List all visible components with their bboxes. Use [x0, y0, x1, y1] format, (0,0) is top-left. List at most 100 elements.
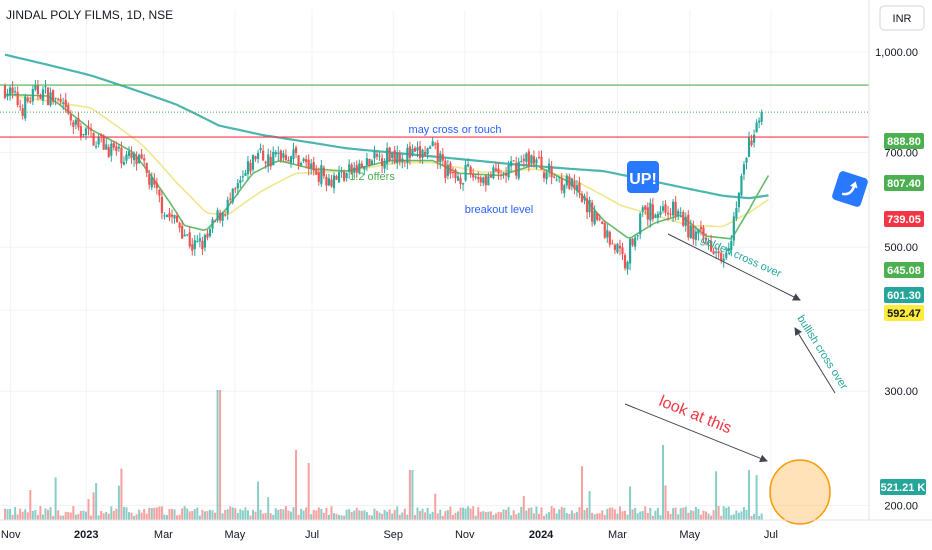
volume-bar [603, 514, 606, 520]
candle-body [332, 175, 336, 189]
volume-bar [388, 509, 391, 520]
candle-body [198, 238, 201, 242]
volume-bar [47, 509, 50, 520]
ma-short-tag-text: 645.08 [887, 265, 921, 277]
ma-mid-tag [884, 305, 924, 321]
volume-bar [252, 509, 255, 520]
volume-bar [95, 483, 98, 520]
volume-bar [687, 512, 690, 520]
volume-bar [722, 506, 725, 520]
candle-body [325, 176, 328, 186]
volume-bar [669, 514, 672, 520]
candle-body [358, 163, 361, 174]
candle-body [406, 148, 409, 163]
candle-body [320, 165, 323, 185]
volume-bar [300, 508, 303, 520]
volume-bar [580, 466, 583, 520]
volume-bar [234, 508, 237, 520]
volume-bar [659, 515, 662, 520]
candle-body [34, 84, 37, 90]
volume-bar [77, 514, 80, 520]
volume-bar [282, 509, 285, 520]
x-tick-label: Nov [455, 529, 475, 541]
volume-bar [522, 495, 525, 520]
candle-body [246, 161, 250, 175]
x-tick-label: May [224, 529, 245, 541]
candle-body [155, 182, 158, 189]
volume-bar [641, 511, 644, 520]
volume-bar [702, 510, 705, 520]
one-two-offers-label: 1:2 offers [349, 171, 395, 183]
volume-bar [41, 514, 44, 520]
volume-bar [512, 510, 515, 520]
candle-body [499, 175, 503, 177]
candle-body [707, 241, 710, 243]
volume-bar [206, 511, 209, 520]
volume-bar [598, 513, 601, 520]
candle-body [143, 158, 146, 161]
candle-body [145, 162, 148, 173]
volume-bar [381, 513, 384, 520]
candle-body [467, 164, 470, 167]
currency-button[interactable] [879, 5, 925, 31]
candle-body [224, 214, 227, 216]
volume-bar [224, 509, 227, 520]
candle-body [697, 229, 700, 234]
candle-body [256, 152, 260, 159]
volume-bar [310, 514, 313, 520]
volume-bar [107, 513, 110, 520]
volume-bar [510, 515, 513, 520]
volume-bar [586, 507, 589, 520]
candle-body [550, 166, 553, 178]
volume-bar [148, 507, 151, 520]
volume-bar [715, 471, 718, 520]
candle-body [284, 155, 288, 160]
candle-body [702, 227, 705, 237]
chart-title: JINDAL POLY FILMS, 1D, NSE [6, 8, 173, 22]
volume-bar [322, 512, 325, 520]
volume-bar [532, 513, 535, 520]
time-axis[interactable]: Nov 2023 Mar May Jul Sep Nov 2024 Mar May Jul [0, 519, 932, 541]
volume-bar [84, 511, 87, 520]
volume-bar [72, 506, 75, 520]
candle-body [649, 202, 652, 221]
volume-bar [419, 510, 422, 520]
candle-body [388, 147, 391, 161]
volume-bar [295, 450, 298, 520]
candle-body [115, 146, 118, 152]
candle-body [758, 120, 761, 123]
candle-body [335, 176, 338, 180]
volume-bar [317, 507, 320, 520]
volume-bar [661, 445, 664, 520]
candle-body [418, 146, 422, 159]
candle-body [11, 87, 14, 93]
candle-body [117, 146, 120, 149]
candle-body [540, 156, 543, 170]
volume-bar [186, 508, 189, 520]
volume-bar [198, 515, 201, 520]
candle-body [173, 215, 176, 219]
candle-body [472, 174, 475, 178]
candle-body [446, 165, 449, 176]
volume-bar [530, 507, 533, 520]
volume-bar [216, 390, 219, 520]
volume-bar [24, 509, 27, 520]
candle-body [520, 161, 523, 163]
x-tick-label: 2023 [74, 529, 98, 541]
volume-bar [479, 511, 482, 520]
candle-body [229, 198, 232, 200]
candle-body [322, 167, 325, 177]
candle-body [664, 204, 667, 213]
volume-bar [19, 508, 22, 520]
volume-bar [446, 510, 449, 520]
candle-body [8, 87, 12, 96]
candle-body [62, 102, 65, 104]
volume-bar [153, 507, 156, 520]
volume-bar [29, 490, 32, 520]
volume-bar [67, 511, 70, 520]
candle-body [97, 136, 100, 145]
candle-body [226, 199, 229, 214]
volume-bar [165, 515, 168, 520]
volume-bar [732, 514, 735, 520]
